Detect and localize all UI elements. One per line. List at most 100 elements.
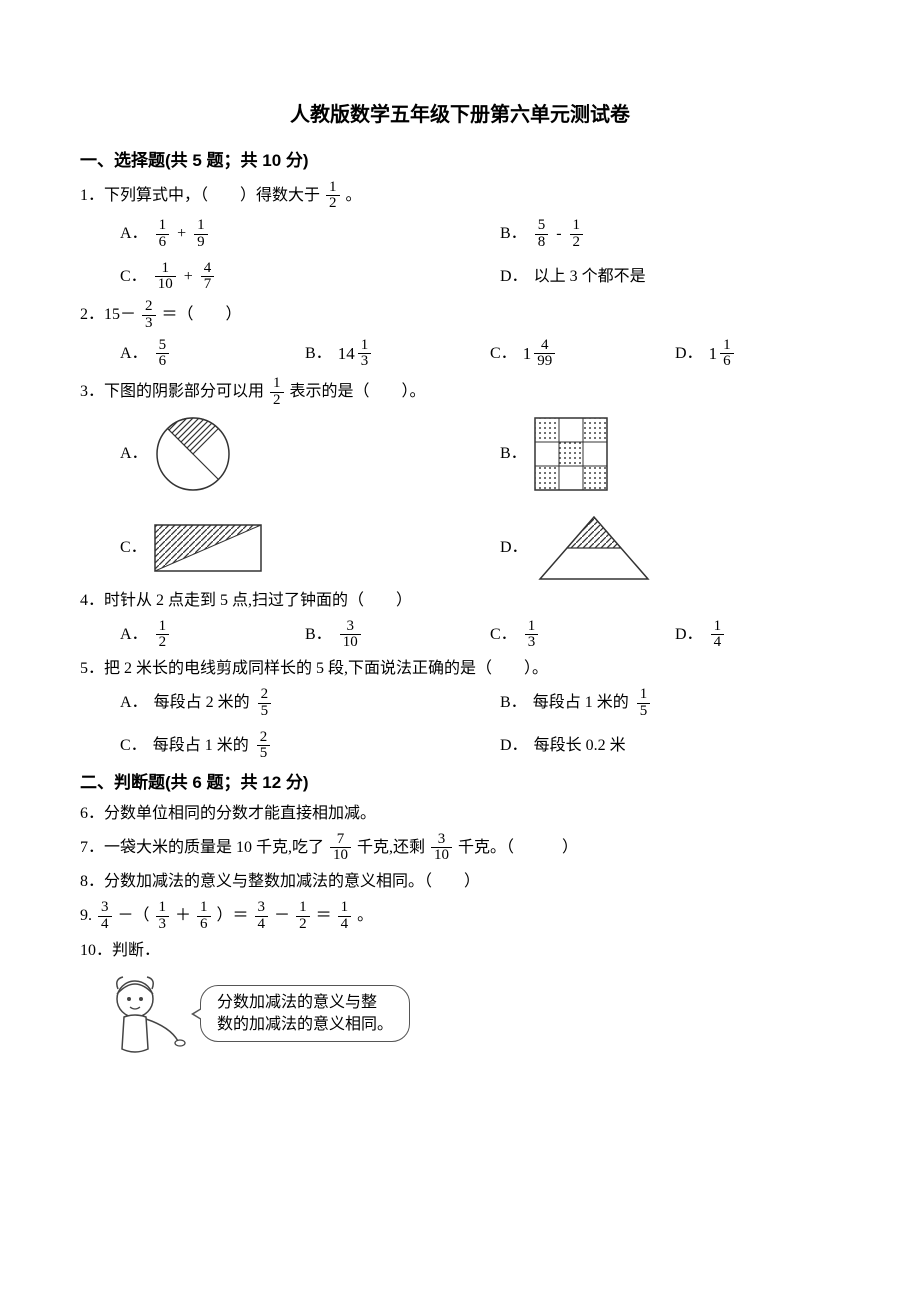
q6: 6．分数单位相同的分数才能直接相加减。 — [80, 802, 840, 826]
q2-opt-c: C． 1499 — [490, 338, 655, 371]
q2-opt-b: B． 1413 — [305, 338, 470, 371]
q1: 1．下列算式中，（ ）得数大于 12 。 A． 16 + 19 B． 58 - … — [80, 180, 840, 294]
q4-b-frac: 310 — [340, 619, 361, 652]
q1-stem-b: 。 — [346, 186, 362, 203]
q1-a-label: A． — [120, 222, 148, 246]
q9: 9. 34 －（ 13 ＋ 16 ）＝ 34 － 12 ＝ 14 。 — [80, 900, 840, 933]
q5-d-label: D． — [500, 734, 528, 758]
q1-opt-a: A． 16 + 19 — [120, 218, 460, 251]
q1-a-op: + — [177, 222, 186, 246]
q2-a-label: A． — [120, 342, 148, 366]
q5-c-frac: 25 — [257, 730, 271, 763]
q1-d-text: 以上 3 个都不是 — [534, 265, 646, 289]
q7-f1: 710 — [330, 832, 351, 865]
q9-fC: 16 — [197, 900, 211, 933]
q5-opt-d: D．每段长 0.2 米 — [500, 734, 840, 758]
section1-heading: 一、选择题(共 5 题；共 10 分) — [80, 148, 840, 174]
q4-opt-d: D． 14 — [675, 619, 840, 652]
q2-opt-d: D． 116 — [675, 338, 840, 371]
q4-opt-a: A． 12 — [120, 619, 285, 652]
q1-stem-a: 1．下列算式中，（ ）得数大于 — [80, 186, 324, 203]
q1-b-op: - — [556, 222, 561, 246]
q3-frac: 12 — [270, 376, 284, 409]
q3-a-shape-icon — [154, 415, 232, 493]
q4-c-label: C． — [490, 623, 517, 647]
speech-line1: 分数加减法的意义与整 — [217, 992, 393, 1014]
q5-opt-a: A．每段占 2 米的 25 — [120, 687, 460, 720]
q8: 8．分数加减法的意义与整数加减法的意义相同。（ ） — [80, 870, 840, 894]
q4-opt-c: C． 13 — [490, 619, 655, 652]
q1-c-f1: 110 — [155, 261, 176, 294]
q2-c-mixed: 1499 — [523, 338, 558, 371]
q7-a: 7．一袋大米的质量是 10 千克,吃了 — [80, 838, 328, 855]
q2-opt-a: A． 56 — [120, 338, 285, 371]
q5-b-pre: 每段占 1 米的 — [533, 691, 629, 715]
q3-c-label: C． — [120, 536, 147, 560]
q3-b-label: B． — [500, 442, 527, 466]
q2-a-frac: 56 — [156, 338, 170, 371]
q1-b-label: B． — [500, 222, 527, 246]
q9-plus: ＋ — [175, 907, 195, 924]
q1-c-op: + — [184, 265, 193, 289]
q9-fE: 12 — [296, 900, 310, 933]
q7-c: 千克。（ ） — [458, 838, 578, 855]
q5-stem: 5．把 2 米长的电线剪成同样长的 5 段,下面说法正确的是（ ）。 — [80, 660, 548, 677]
q4-a-frac: 12 — [156, 619, 170, 652]
q10: 10．判断． — [80, 939, 840, 963]
q5-d-text: 每段长 0.2 米 — [534, 734, 626, 758]
q4-opt-b: B． 310 — [305, 619, 470, 652]
q9-fA: 34 — [98, 900, 112, 933]
q4-d-label: D． — [675, 623, 703, 647]
q1-c-label: C． — [120, 265, 147, 289]
q4-d-frac: 14 — [711, 619, 725, 652]
q1-a-f1: 16 — [156, 218, 170, 251]
q5-a-pre: 每段占 2 米的 — [154, 691, 250, 715]
q3-opt-a: A． — [120, 415, 460, 493]
q1-d-label: D． — [500, 265, 528, 289]
q2-b-mixed: 1413 — [338, 338, 374, 371]
q3-c-shape-icon — [153, 523, 263, 573]
q5: 5．把 2 米长的电线剪成同样长的 5 段,下面说法正确的是（ ）。 A．每段占… — [80, 657, 840, 762]
q7-f2: 310 — [431, 832, 452, 865]
q3-opt-c: C． — [120, 523, 460, 573]
q9-fD: 34 — [255, 900, 269, 933]
q10-illustration: 分数加减法的意义与整 数的加减法的意义相同。 — [90, 969, 840, 1059]
q1-opt-c: C． 110 + 47 — [120, 261, 460, 294]
child-icon — [90, 969, 190, 1059]
q4-a-label: A． — [120, 623, 148, 647]
q9-end: 。 — [357, 907, 373, 924]
q3: 3．下图的阴影部分可以用 12 表示的是（ ）。 A． B． — [80, 376, 840, 583]
section2-heading: 二、判断题(共 6 题；共 12 分) — [80, 770, 840, 796]
q5-a-label: A． — [120, 691, 148, 715]
q3-stem-a: 3．下图的阴影部分可以用 — [80, 383, 268, 400]
q9-close: ）＝ — [217, 907, 253, 924]
q1-b-f1: 58 — [535, 218, 549, 251]
q4: 4．时针从 2 点走到 5 点,扫过了钟面的（ ） A． 12 B． 310 C． 1… — [80, 589, 840, 652]
q2-d-label: D． — [675, 342, 703, 366]
q4-c-frac: 13 — [525, 619, 539, 652]
q9-minus: －（ — [118, 907, 154, 924]
q3-d-shape-icon — [534, 513, 654, 583]
q4-b-label: B． — [305, 623, 332, 647]
q1-opt-b: B． 58 - 12 — [500, 218, 840, 251]
q1-b-f2: 12 — [570, 218, 584, 251]
q2: 2．15－ 23 ＝（ ） A． 56 B． 1413 C． 1499 D． 1… — [80, 299, 840, 370]
q5-a-frac: 25 — [258, 687, 272, 720]
q2-d-mixed: 116 — [709, 338, 736, 371]
q4-stem: 4．时针从 2 点走到 5 点,扫过了钟面的（ ） — [80, 592, 412, 609]
q2-stem-a: 2．15－ — [80, 306, 140, 323]
q9-fB: 13 — [156, 900, 170, 933]
q2-stem-b: ＝（ ） — [162, 306, 242, 323]
q5-c-label: C． — [120, 734, 147, 758]
q3-opt-b: B． — [500, 416, 840, 492]
q3-opt-d: D． — [500, 513, 840, 583]
page-title: 人教版数学五年级下册第六单元测试卷 — [80, 100, 840, 130]
speech-bubble: 分数加减法的意义与整 数的加减法的意义相同。 — [200, 985, 410, 1042]
q1-c-f2: 47 — [201, 261, 215, 294]
q1-a-f2: 19 — [194, 218, 208, 251]
q3-b-shape-icon — [533, 416, 609, 492]
q5-b-label: B． — [500, 691, 527, 715]
q9-fF: 14 — [338, 900, 352, 933]
q1-opt-d: D． 以上 3 个都不是 — [500, 265, 840, 289]
q1-frac-half: 12 — [326, 180, 340, 213]
